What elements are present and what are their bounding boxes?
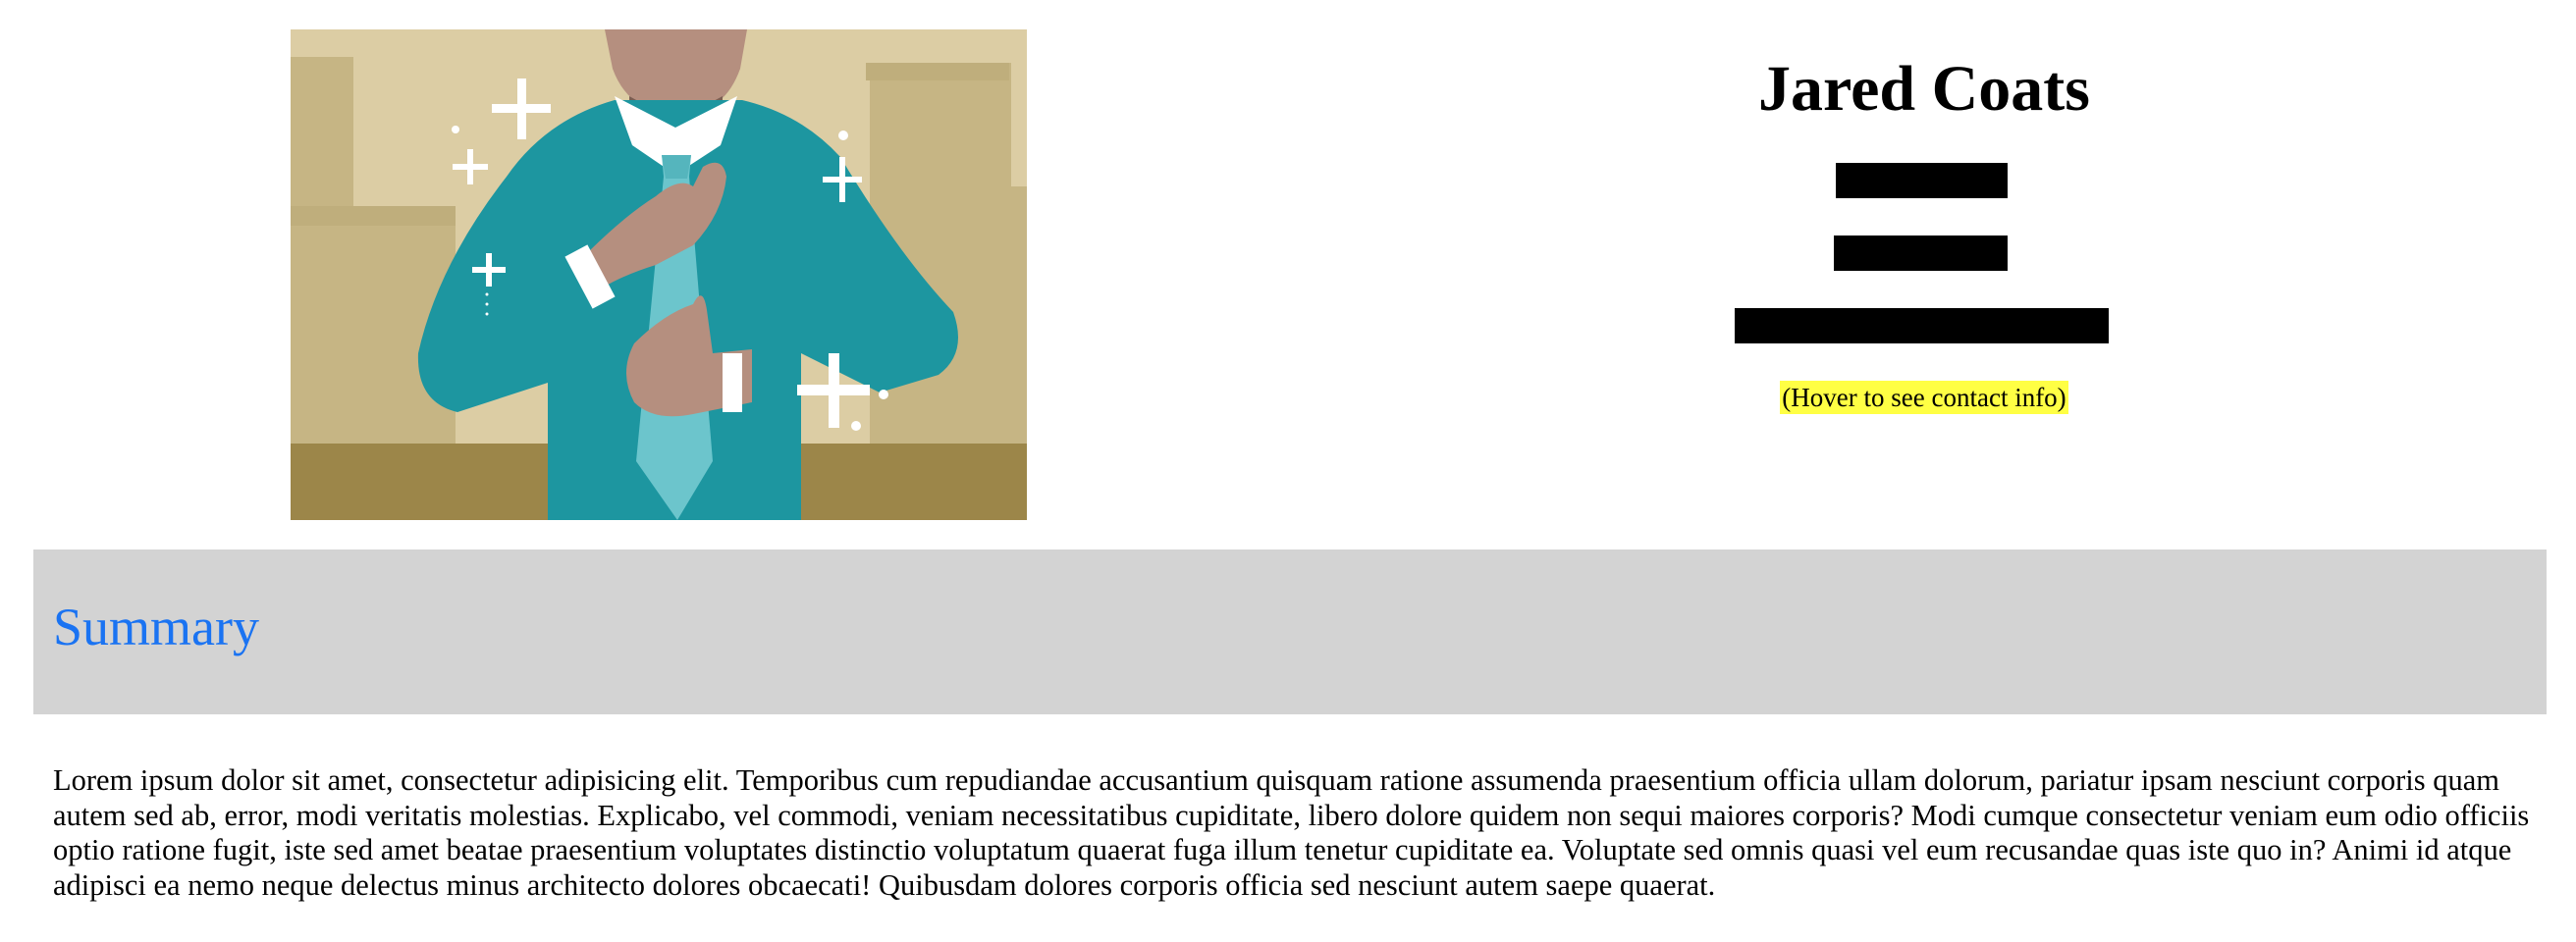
profile-header: Jared Coats (Hover to see contact info) <box>1512 39 2336 432</box>
profile-illustration <box>291 29 1027 520</box>
profile-name: Jared Coats <box>1758 53 2090 125</box>
redacted-contact-line-2[interactable] <box>1834 236 2008 271</box>
redacted-contact-line-1[interactable] <box>1836 163 2008 198</box>
summary-heading: Summary <box>53 598 259 656</box>
summary-header-bar: Summary <box>33 550 2547 714</box>
hover-hint: (Hover to see contact info) <box>1512 381 2336 414</box>
redacted-contact-line-3[interactable] <box>1735 308 2109 343</box>
summary-body: Lorem ipsum dolor sit amet, consectetur … <box>53 763 2530 902</box>
hover-hint-text: (Hover to see contact info) <box>1780 381 2068 414</box>
